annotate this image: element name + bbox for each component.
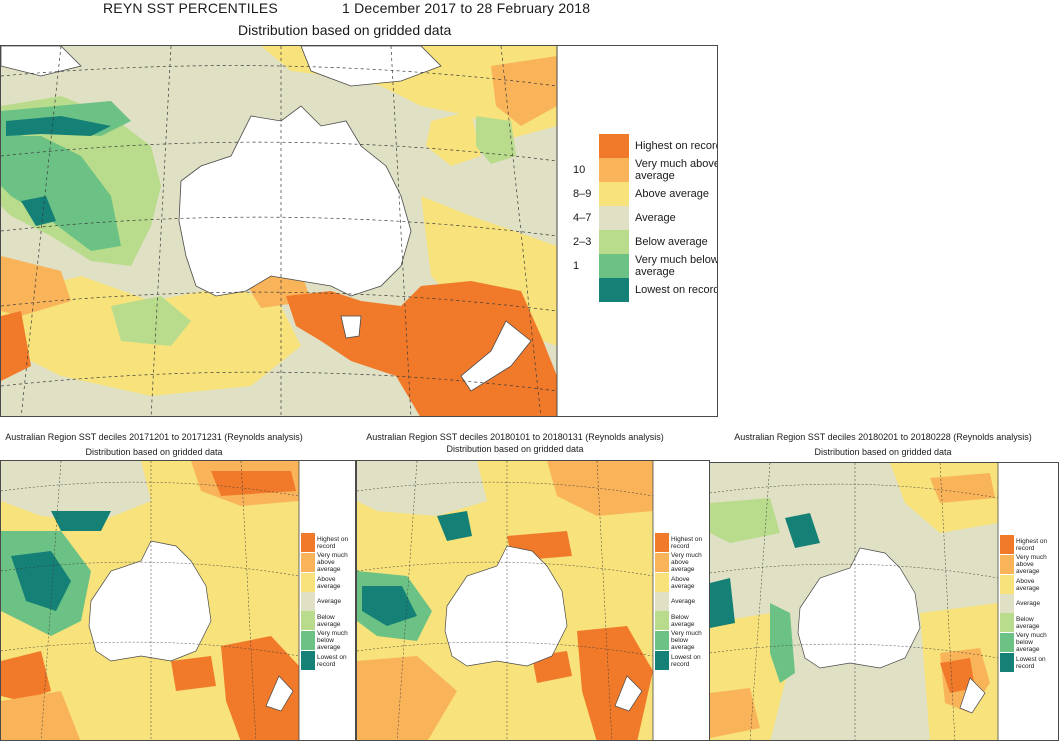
legend-decile: 10 bbox=[573, 164, 586, 176]
lowest-record-northwest bbox=[6, 116, 111, 136]
new-zealand-land bbox=[460, 320, 532, 392]
panel-2-map-frame: Highest on record Very much above averag… bbox=[356, 460, 710, 741]
new-guinea-land bbox=[300, 46, 442, 87]
record-high-southeast bbox=[286, 281, 557, 416]
lowest-record-west bbox=[21, 196, 56, 226]
very-much-below-west bbox=[1, 136, 121, 251]
map-subtitle: Distribution based on gridded data bbox=[238, 22, 452, 38]
map-title: REYN SST PERCENTILES bbox=[103, 0, 278, 16]
legend-label: Below average bbox=[635, 236, 708, 248]
legend-swatch bbox=[599, 230, 629, 254]
panel-1-caption: Australian Region SST deciles 20171201 t… bbox=[5, 432, 303, 442]
australia-land bbox=[178, 105, 412, 297]
graticule bbox=[1, 46, 558, 416]
panel-3-caption: Australian Region SST deciles 20180201 t… bbox=[734, 432, 1032, 442]
panel-1-map bbox=[1, 461, 300, 740]
legend-decile: 1 bbox=[573, 260, 580, 272]
panel-1-map-frame: Highest on record Very much above averag… bbox=[0, 460, 356, 741]
legend-decile: 2–3 bbox=[573, 236, 592, 248]
legend-item-average: 4–7 Average bbox=[573, 206, 717, 230]
legend-label: Very much above average bbox=[635, 158, 718, 182]
panel-2-legend: Highest on record Very much above averag… bbox=[655, 533, 709, 670]
legend-decile: 4–7 bbox=[573, 212, 592, 224]
panel-1-subtitle: Distribution based on gridded data bbox=[85, 447, 223, 457]
panel-2-subtitle: Distribution based on gridded data bbox=[446, 444, 584, 454]
legend-label: Lowest on record bbox=[635, 284, 718, 296]
panel-3-subtitle: Distribution based on gridded data bbox=[814, 447, 952, 457]
legend-item-very-much-below: 1 Very much below average bbox=[573, 254, 718, 278]
panel-2-map bbox=[357, 461, 654, 740]
panel-3-legend: Highest on record Very much above averag… bbox=[1000, 535, 1058, 672]
panel-3-map-frame: Highest on record Very much above averag… bbox=[709, 462, 1059, 741]
record-high-west bbox=[1, 311, 31, 381]
tasmania-land bbox=[340, 315, 362, 339]
legend-label: Above average bbox=[635, 188, 709, 200]
legend-item-above: 8–9 Above average bbox=[573, 182, 717, 206]
main-map-frame: Highest on record 10 Very much above ave… bbox=[0, 45, 718, 417]
above-average-coral bbox=[426, 111, 481, 166]
main-map bbox=[1, 46, 558, 416]
legend-swatch bbox=[599, 206, 629, 230]
below-average-coral bbox=[476, 116, 516, 164]
legend-swatch bbox=[599, 278, 629, 302]
panel-3-map bbox=[710, 463, 999, 740]
below-average-south bbox=[111, 296, 191, 346]
legend-item-lowest: Lowest on record bbox=[573, 278, 718, 302]
main-legend: Highest on record 10 Very much above ave… bbox=[573, 134, 718, 302]
legend-swatch bbox=[599, 182, 629, 206]
legend-label: Average bbox=[635, 212, 676, 224]
panel-2-caption: Australian Region SST deciles 20180101 t… bbox=[366, 432, 664, 442]
legend-label: Highest on record bbox=[635, 140, 718, 152]
legend-swatch bbox=[599, 134, 629, 158]
map-period: 1 December 2017 to 28 February 2018 bbox=[342, 0, 591, 16]
panel-1-legend: Highest on record Very much above averag… bbox=[301, 533, 355, 670]
legend-label: Very much below average bbox=[635, 254, 718, 278]
legend-item-highest: Highest on record bbox=[573, 134, 718, 158]
legend-swatch bbox=[599, 158, 629, 182]
legend-item-very-much-above: 10 Very much above average bbox=[573, 158, 718, 182]
legend-item-below: 2–3 Below average bbox=[573, 230, 717, 254]
legend-decile: 8–9 bbox=[573, 188, 592, 200]
legend-swatch bbox=[599, 254, 629, 278]
very-much-above-west bbox=[1, 256, 71, 316]
